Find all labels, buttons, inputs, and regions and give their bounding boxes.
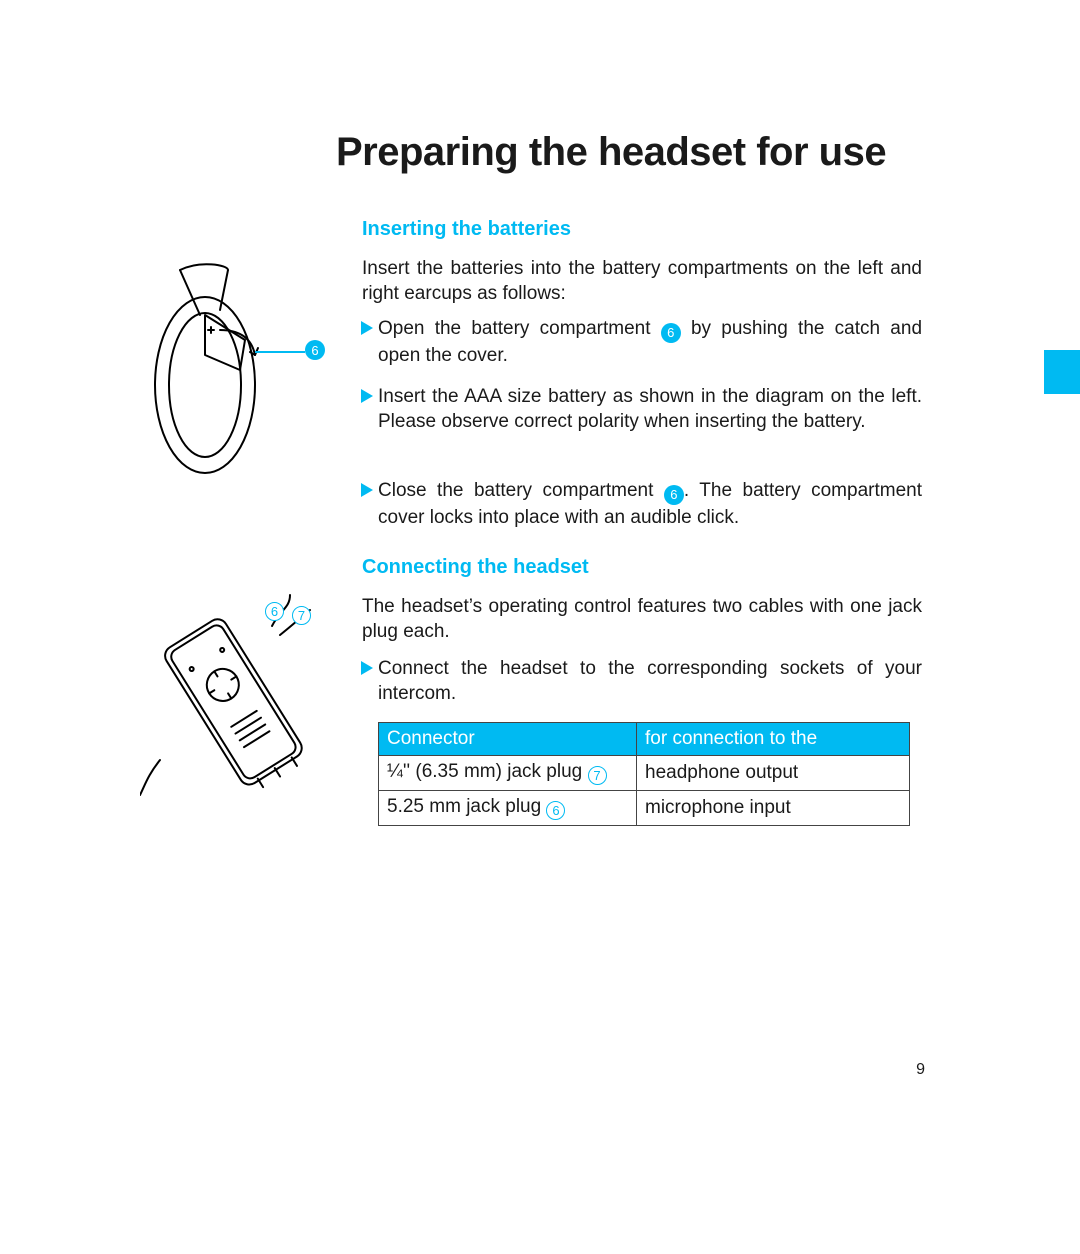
cell-connection: headphone output — [637, 756, 910, 791]
cell-connector: ¼'' (6.35 mm) jack plug 7 — [379, 756, 637, 791]
col-connector: Connector — [379, 723, 637, 756]
callout-badge-6: 6 — [305, 340, 325, 360]
bullet-arrow-icon — [361, 483, 373, 497]
callout-outline-6: 6 — [265, 602, 284, 621]
diagram-operating-control: 6 7 — [140, 590, 330, 800]
page-number: 9 — [916, 1061, 925, 1079]
step-connect-intercom: Connect the headset to the corresponding… — [378, 656, 922, 706]
step-text: Connect the headset to the corresponding… — [378, 658, 922, 704]
earcup-icon — [150, 260, 300, 480]
callout-ref-outline: 6 — [546, 801, 565, 820]
connector-table: Connector for connection to the ¼'' (6.3… — [378, 722, 910, 826]
page-title: Preparing the headset for use — [336, 130, 886, 175]
col-connection-to: for connection to the — [637, 723, 910, 756]
callout-ref-badge: 6 — [661, 323, 681, 343]
bullet-arrow-icon — [361, 661, 373, 675]
step-open-compartment: Open the battery compartment 6 by pushin… — [378, 316, 922, 368]
cell-connector: 5.25 mm jack plug 6 — [379, 791, 637, 826]
step-text-pre: Close the battery compartment — [378, 480, 664, 501]
heading-connecting-headset: Connecting the headset — [362, 556, 589, 579]
callout-ref-badge: 6 — [664, 485, 684, 505]
cell-connection: microphone input — [637, 791, 910, 826]
callout-ref-outline: 7 — [588, 766, 607, 785]
table-row: 5.25 mm jack plug 6 microphone input — [379, 791, 910, 826]
bullet-arrow-icon — [361, 389, 373, 403]
step-text: Insert the AAA size battery as shown in … — [378, 386, 922, 432]
step-insert-battery: Insert the AAA size battery as shown in … — [378, 384, 922, 434]
step-text-pre: Open the battery compartment — [378, 318, 661, 339]
bullet-arrow-icon — [361, 321, 373, 335]
step-close-compartment: Close the battery compartment 6. The bat… — [378, 478, 922, 530]
callout-outline-7: 7 — [292, 606, 311, 625]
intro-connecting: The headset’s operating control features… — [362, 594, 922, 644]
section-tab-marker — [1044, 350, 1080, 394]
intro-batteries: Insert the batteries into the battery co… — [362, 256, 922, 306]
table-row: ¼'' (6.35 mm) jack plug 7 headphone outp… — [379, 756, 910, 791]
callout-leader-line — [255, 351, 305, 353]
diagram-earcup: 6 — [150, 260, 340, 480]
table-header-row: Connector for connection to the — [379, 723, 910, 756]
heading-inserting-batteries: Inserting the batteries — [362, 218, 571, 241]
manual-page: Preparing the headset for use Inserting … — [0, 0, 1080, 1254]
